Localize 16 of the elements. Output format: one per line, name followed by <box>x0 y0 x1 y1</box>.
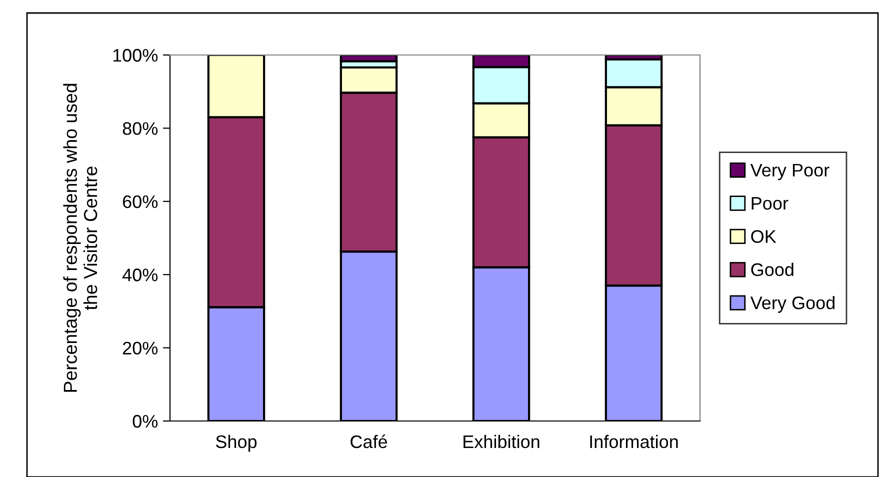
legend-label: Very Good <box>750 296 834 313</box>
legend-label: Good <box>751 262 794 276</box>
x-tick-label: Café <box>350 434 388 448</box>
y-tick-label: 20% <box>122 342 158 355</box>
legend-label: OK <box>751 230 776 243</box>
y-axis-title: Percentage of respondents who used the Visitor Centre <box>63 84 98 392</box>
y-tick-label: 0% <box>132 414 158 428</box>
legend-label: Very Poor <box>750 164 830 180</box>
legend-label: Poor <box>752 197 788 210</box>
y-tick-label: 80% <box>122 122 158 135</box>
y-tick-label: 40% <box>122 268 158 282</box>
x-tick-label: Information <box>590 434 678 448</box>
y-tick-label: 100% <box>113 48 158 62</box>
x-tick-label: Shop <box>216 434 257 452</box>
x-tick-label: Exhibition <box>464 434 540 448</box>
y-tick-label: 60% <box>122 195 158 208</box>
